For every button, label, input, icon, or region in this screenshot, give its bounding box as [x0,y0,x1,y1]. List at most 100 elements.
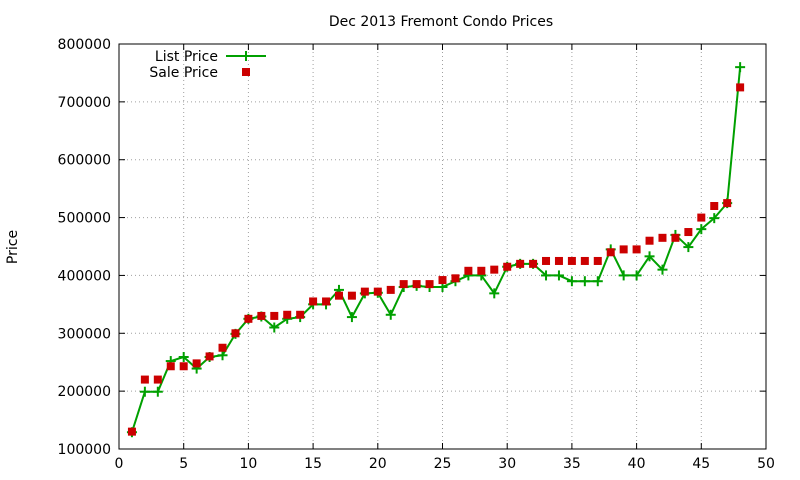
data-point-list-price [579,276,590,287]
data-point-sale-price [464,266,473,275]
data-point-sale-price [632,245,641,254]
data-point-sale-price [529,259,538,268]
data-point-sale-price [684,228,693,237]
y-tick-label: 600000 [58,153,111,169]
data-point-sale-price [516,259,525,268]
legend-marker-sale-price [242,68,250,76]
legend: List Price Sale Price [149,49,266,81]
data-point-list-price [696,224,707,235]
data-point-sale-price [697,213,706,222]
data-point-list-price [644,251,655,262]
y-tick-label: 500000 [58,211,111,227]
data-point-sale-price [736,83,745,92]
x-tick-label: 5 [179,456,188,472]
data-point-sale-price [283,310,292,319]
data-point-sale-price [218,343,227,352]
data-point-sale-price [645,236,654,245]
data-point-sale-price [296,310,305,319]
data-point-sale-price [438,276,447,285]
y-tick-label: 100000 [58,442,111,458]
data-point-sale-price [334,291,343,300]
data-point-list-price [139,386,150,397]
y-tick-label: 200000 [58,384,111,400]
y-tick-label: 800000 [58,37,111,53]
x-tick-label: 35 [563,456,581,472]
data-point-list-price [709,213,720,224]
data-point-list-price [618,270,629,281]
y-tick-label: 300000 [58,326,111,342]
data-point-sale-price [270,311,279,320]
data-point-sale-price [412,280,421,289]
data-point-list-price [152,386,163,397]
legend-label-sale-price: Sale Price [149,65,218,81]
data-point-sale-price [231,329,240,338]
data-point-list-price [592,276,603,287]
data-point-sale-price [205,352,214,361]
data-point-sale-price [360,287,369,296]
data-point-sale-price [542,256,551,265]
data-point-list-price [566,276,577,287]
x-tick-label: 50 [757,456,775,472]
data-point-list-price [346,312,357,323]
axis-ticks: 0 5 10 15 20 25 30 35 40 45 50 100000 200000 300000 40… [58,37,775,472]
grid-lines [119,44,766,449]
data-point-sale-price [425,280,434,289]
data-point-list-price [178,352,189,363]
data-point-sale-price [451,274,460,283]
data-point-sale-price [593,256,602,265]
data-point-sale-price [723,199,732,208]
data-point-sale-price [192,359,201,368]
data-point-sale-price [567,256,576,265]
series-layer [126,62,746,438]
x-tick-label: 15 [304,456,322,472]
data-point-list-price [631,270,642,281]
data-point-list-price [553,270,564,281]
x-tick-label: 30 [498,456,516,472]
legend-marker-list-price [241,51,251,61]
x-tick-label: 40 [628,456,646,472]
x-tick-label: 20 [369,456,387,472]
data-point-sale-price [386,285,395,294]
data-point-list-price [683,242,694,253]
x-tick-label: 0 [115,456,124,472]
data-point-sale-price [503,262,512,271]
data-point-sale-price [373,287,382,296]
data-point-list-price [489,288,500,299]
data-point-sale-price [127,427,136,436]
chart-title: Dec 2013 Fremont Condo Prices [329,14,553,30]
x-tick-label: 10 [239,456,257,472]
data-point-sale-price [244,314,253,323]
data-point-sale-price [166,362,175,371]
data-point-list-price [385,309,396,320]
data-point-sale-price [710,202,719,210]
data-point-sale-price [490,265,499,274]
legend-label-list-price: List Price [155,49,218,65]
data-point-list-price [735,62,746,73]
data-point-list-price [541,270,552,281]
data-point-sale-price [580,256,589,265]
data-point-sale-price [347,291,356,300]
data-point-list-price [217,350,228,361]
data-point-sale-price [309,297,318,306]
data-point-sale-price [179,362,188,371]
x-tick-label: 25 [434,456,452,472]
data-point-sale-price [140,375,149,384]
data-point-sale-price [671,233,680,242]
data-point-sale-price [399,280,408,289]
data-point-sale-price [554,256,563,265]
y-axis-label: Price [5,230,21,264]
data-point-sale-price [153,375,162,384]
data-point-sale-price [619,245,628,254]
y-tick-label: 700000 [58,95,111,111]
data-point-sale-price [322,297,331,306]
series-line-list-price [130,67,742,433]
data-point-list-price [657,264,668,275]
data-point-sale-price [257,311,266,320]
y-tick-label: 400000 [58,268,111,284]
x-tick-label: 45 [692,456,710,472]
data-point-list-price [269,322,280,333]
data-point-sale-price [658,233,667,242]
data-point-sale-price [606,248,615,257]
data-point-sale-price [477,266,486,275]
